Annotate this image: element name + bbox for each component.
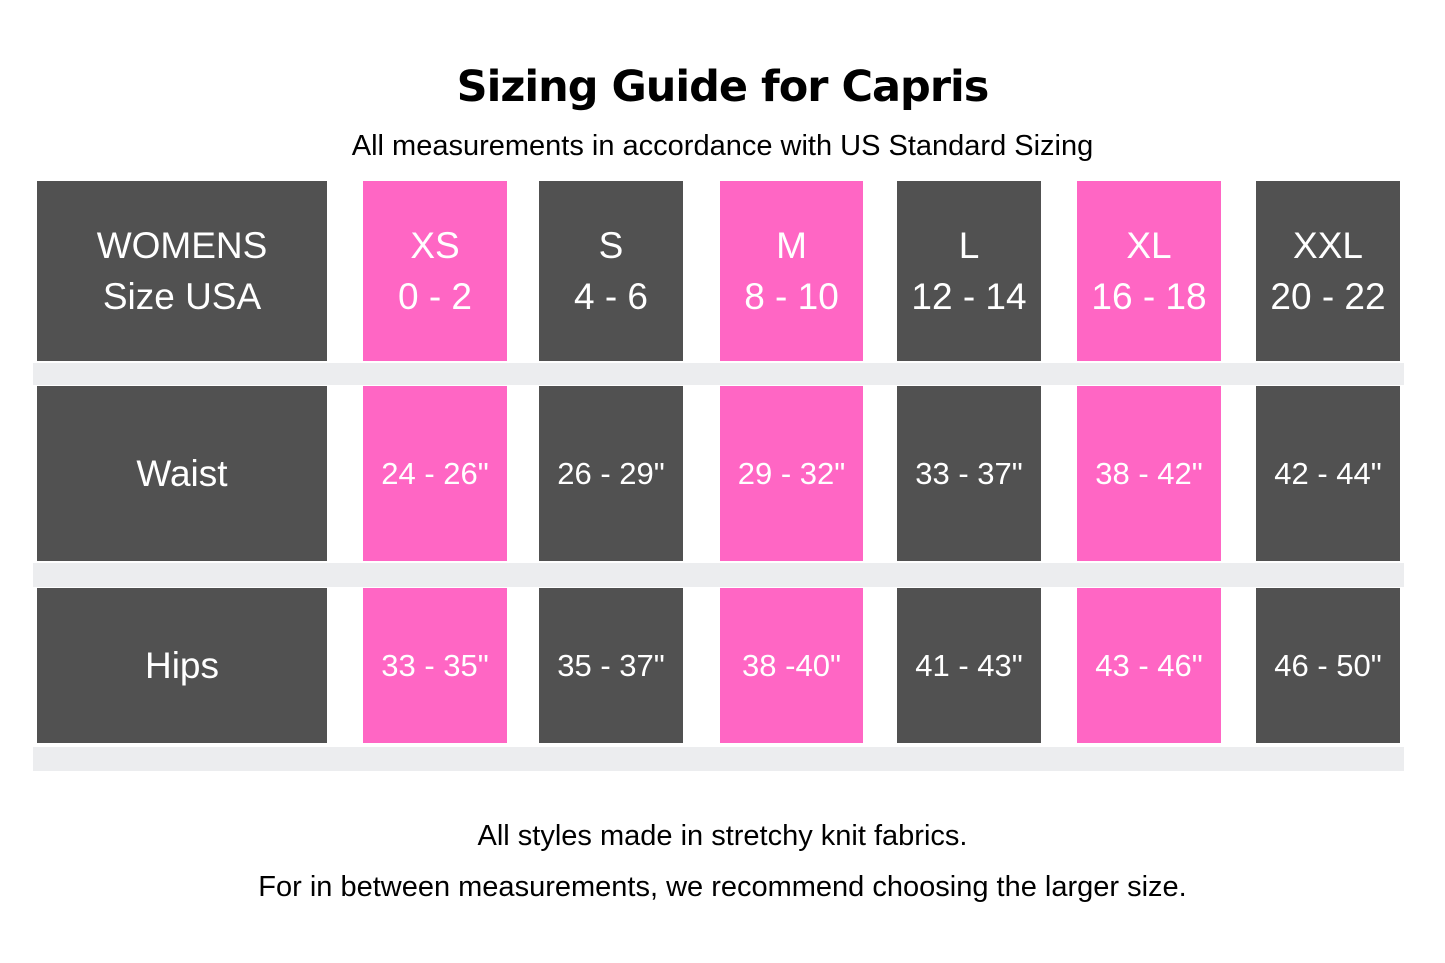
measurement-value: 46 - 50"	[1274, 647, 1382, 683]
measurement-value: 33 - 35"	[381, 647, 489, 683]
hips-cell-s: 35 - 37"	[539, 588, 683, 743]
measurement-value: 42 - 44"	[1274, 455, 1382, 491]
size-label: M	[776, 225, 807, 266]
hips-cell-l: 41 - 43"	[897, 588, 1041, 743]
size-range: 16 - 18	[1091, 276, 1207, 317]
size-range: 4 - 6	[573, 276, 649, 317]
measurement-value: 43 - 46"	[1095, 647, 1203, 683]
measurement-value: 26 - 29"	[557, 455, 665, 491]
corner-line2: Size USA	[102, 276, 262, 317]
corner-cell: WOMENS Size USA	[37, 181, 327, 361]
size-label: S	[598, 225, 624, 266]
measurement-value: 41 - 43"	[915, 647, 1023, 683]
measurement-value: 38 - 42"	[1095, 455, 1203, 491]
size-range: 12 - 14	[911, 276, 1027, 317]
waist-cell-xs: 24 - 26"	[363, 386, 507, 561]
size-range: 8 - 10	[744, 276, 839, 317]
row-divider-2	[33, 563, 1404, 587]
measurement-value: 35 - 37"	[557, 647, 665, 683]
hips-cell-xxl: 46 - 50"	[1256, 588, 1400, 743]
hips-cell-xs: 33 - 35"	[363, 588, 507, 743]
hips-cell-m: 38 -40"	[720, 588, 863, 743]
row-label-hips: Hips	[37, 588, 327, 743]
waist-cell-l: 33 - 37"	[897, 386, 1041, 561]
size-range: 0 - 2	[397, 276, 473, 317]
page-subtitle: All measurements in accordance with US S…	[351, 130, 1094, 162]
waist-cell-xl: 38 - 42"	[1077, 386, 1221, 561]
footer-line2: For in between measurements, we recommen…	[258, 871, 1187, 903]
waist-cell-s: 26 - 29"	[539, 386, 683, 561]
header-cell-m: M 8 - 10	[720, 181, 863, 361]
header-cell-xs: XS 0 - 2	[363, 181, 507, 361]
row-divider-3	[33, 747, 1404, 771]
row-label-waist: Waist	[37, 386, 327, 561]
header-cell-xl: XL 16 - 18	[1077, 181, 1221, 361]
measurement-value: 33 - 37"	[915, 455, 1023, 491]
size-label: L	[958, 225, 980, 266]
page-title: Sizing Guide for Capris	[456, 62, 990, 112]
header-cell-l: L 12 - 14	[897, 181, 1041, 361]
size-label: XL	[1126, 225, 1172, 266]
hips-cell-xl: 43 - 46"	[1077, 588, 1221, 743]
size-label: XXL	[1293, 225, 1363, 266]
row-label-text: Waist	[136, 452, 228, 494]
header-cell-xxl: XXL 20 - 22	[1256, 181, 1400, 361]
measurement-value: 29 - 32"	[737, 455, 846, 491]
footer-line1: All styles made in stretchy knit fabrics…	[477, 820, 968, 852]
corner-line1: WOMENS	[96, 225, 268, 266]
size-range: 20 - 22	[1270, 276, 1386, 317]
header-cell-s: S 4 - 6	[539, 181, 683, 361]
measurement-value: 24 - 26"	[381, 455, 489, 491]
footer-note: All styles made in stretchy knit fabrics…	[0, 811, 1445, 913]
measurement-value: 38 -40"	[742, 647, 841, 683]
row-label-text: Hips	[144, 644, 220, 686]
waist-cell-m: 29 - 32"	[720, 386, 863, 561]
size-label: XS	[410, 225, 460, 266]
waist-cell-xxl: 42 - 44"	[1256, 386, 1400, 561]
row-divider-1	[33, 363, 1404, 385]
